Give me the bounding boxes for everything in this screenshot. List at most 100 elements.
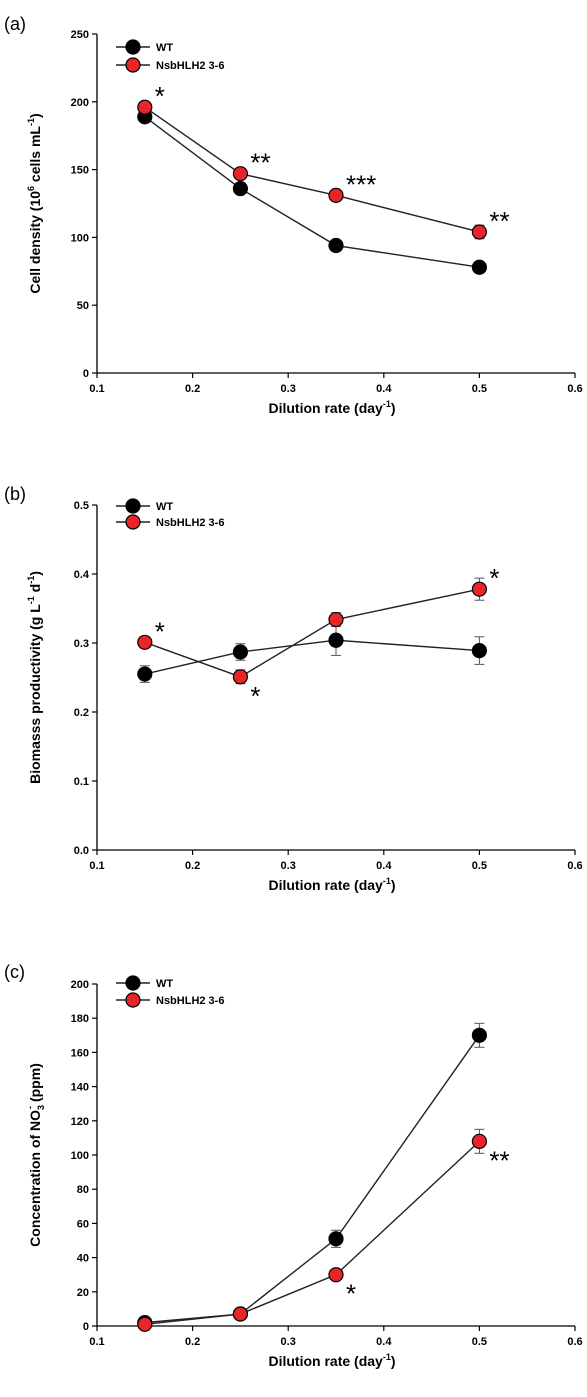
data-point-nsbhlh2 <box>232 166 248 182</box>
x-axis-label-end: ) <box>391 877 396 893</box>
x-tick-label: 0.3 <box>281 1336 296 1348</box>
x-tick-label: 0.6 <box>567 1336 582 1348</box>
y-axis-label: Cell density (106 cells mL-1) <box>26 113 43 293</box>
x-axis-label: Dilution rate (day-1) <box>268 399 395 416</box>
series-line-wt <box>144 116 480 268</box>
x-tick-label: 0.6 <box>567 383 582 395</box>
panel-label: (a) <box>4 14 26 34</box>
x-tick-label: 0.4 <box>376 1336 392 1348</box>
y-axis-label-sub: 3 <box>36 1105 46 1110</box>
y-axis-label-mid: d <box>27 584 43 596</box>
legend-label: WT <box>156 978 173 990</box>
x-tick-label: 0.2 <box>185 860 200 872</box>
legend-label: WT <box>156 42 173 54</box>
y-tick-label: 250 <box>71 29 89 41</box>
x-tick-label: 0.4 <box>376 383 392 395</box>
y-axis-label-end: ) <box>27 113 43 118</box>
x-tick-label: 0.5 <box>472 1336 487 1348</box>
panel-label: (b) <box>4 484 26 504</box>
x-axis-label-text: Dilution rate (day <box>268 400 383 416</box>
y-axis-label-sup: - <box>25 1106 35 1109</box>
chart-panel-c: (c) 0.1 0.2 0.3 0.4 0.5 0.6 0 20 40 60 80 100 120 140 1… <box>4 962 583 1369</box>
x-tick-label: 0.5 <box>472 860 487 872</box>
significance-marker: * <box>346 1279 356 1309</box>
legend-marker-wt <box>125 975 141 991</box>
y-tick-label: 0.5 <box>74 500 89 512</box>
x-axis-label-text: Dilution rate (day <box>268 1353 383 1369</box>
significance-marker: * <box>155 616 165 646</box>
significance-marker: ** <box>250 148 270 178</box>
series-line-nsbhlh2 <box>144 1140 480 1325</box>
y-axis-label-mid: (ppm) <box>27 1063 43 1106</box>
x-axis-label-sup: -1 <box>383 1352 391 1362</box>
y-axis-label-sup2: -1 <box>26 118 36 126</box>
data-point-wt <box>328 1231 344 1247</box>
data-point-wt <box>328 632 344 648</box>
x-axis-label-sup: -1 <box>383 876 391 886</box>
x-tick-label: 0.3 <box>281 860 296 872</box>
x-tick-label: 0.2 <box>185 383 200 395</box>
y-tick-label: 40 <box>77 1253 89 1265</box>
y-tick-label: 200 <box>71 97 89 109</box>
y-tick-label: 0.4 <box>74 569 90 581</box>
data-point-nsbhlh2 <box>328 187 344 203</box>
y-tick-label: 0.1 <box>74 776 89 788</box>
y-tick-label: 0.3 <box>74 638 89 650</box>
series-line-wt <box>144 639 480 675</box>
chart-panel-a: (a) 0.1 0.2 0.3 0.4 0.5 0.6 0 50 100 150 200 250 Dilu… <box>4 14 583 416</box>
significance-marker: ** <box>489 206 509 236</box>
data-point-nsbhlh2 <box>232 1306 248 1322</box>
legend-marker-wt <box>125 39 141 55</box>
legend-marker-wt <box>125 498 141 514</box>
y-axis-label-end: ) <box>27 571 43 576</box>
y-tick-label: 0.2 <box>74 707 89 719</box>
y-axis-label-sup2: -1 <box>26 576 36 584</box>
data-point-nsbhlh2 <box>328 1267 344 1283</box>
legend-marker-nsbhlh2 <box>125 57 141 73</box>
y-tick-label: 80 <box>77 1184 89 1196</box>
x-axis-label-end: ) <box>391 400 396 416</box>
significance-marker: * <box>489 563 499 593</box>
x-tick-label: 0.1 <box>89 860 104 872</box>
legend-label: NsbHLH2 3-6 <box>156 60 224 72</box>
y-axis-label-text: Concentration of NO <box>27 1110 43 1247</box>
data-point-nsbhlh2 <box>137 99 153 115</box>
y-axis-label: Biomasss productivity (g L-1 d-1) <box>26 571 43 784</box>
x-tick-label: 0.6 <box>567 860 582 872</box>
panel-label: (c) <box>4 962 25 982</box>
y-tick-label: 0 <box>83 1321 89 1333</box>
data-point-wt <box>232 180 248 197</box>
data-point-wt <box>471 1027 487 1043</box>
legend-marker-nsbhlh2 <box>125 514 141 530</box>
y-tick-label: 120 <box>71 1116 89 1128</box>
y-tick-label: 140 <box>71 1082 89 1094</box>
y-tick-label: 50 <box>77 300 89 312</box>
y-axis-label-text: Cell density (10 <box>27 191 43 294</box>
x-axis-label: Dilution rate (day-1) <box>268 1352 395 1369</box>
legend-label: NsbHLH2 3-6 <box>156 995 224 1007</box>
x-axis-label: Dilution rate (day-1) <box>268 876 395 893</box>
x-axis-label-end: ) <box>391 1353 396 1369</box>
series-line-wt <box>144 1034 480 1324</box>
x-tick-label: 0.4 <box>376 860 392 872</box>
y-tick-label: 20 <box>77 1287 89 1299</box>
y-axis-label-mid: cells mL <box>27 126 43 186</box>
x-tick-label: 0.5 <box>472 383 487 395</box>
x-tick-label: 0.2 <box>185 1336 200 1348</box>
data-point-wt <box>471 642 487 659</box>
y-tick-label: 200 <box>71 979 89 991</box>
data-point-wt <box>232 644 248 660</box>
data-point-wt <box>471 259 487 275</box>
significance-marker: ** <box>489 1145 509 1175</box>
data-point-nsbhlh2 <box>471 581 487 597</box>
x-axis-label-sup: -1 <box>383 399 391 409</box>
significance-marker: * <box>155 81 165 111</box>
x-tick-label: 0.1 <box>89 383 104 395</box>
y-axis-label-sup: 6 <box>26 186 36 191</box>
data-point-nsbhlh2 <box>137 1316 153 1332</box>
data-point-nsbhlh2 <box>328 611 344 628</box>
y-tick-label: 100 <box>71 232 89 244</box>
y-axis-label: Concentration of NO3- (ppm) <box>25 1063 46 1247</box>
significance-marker: *** <box>346 169 376 199</box>
data-point-wt <box>137 666 153 682</box>
